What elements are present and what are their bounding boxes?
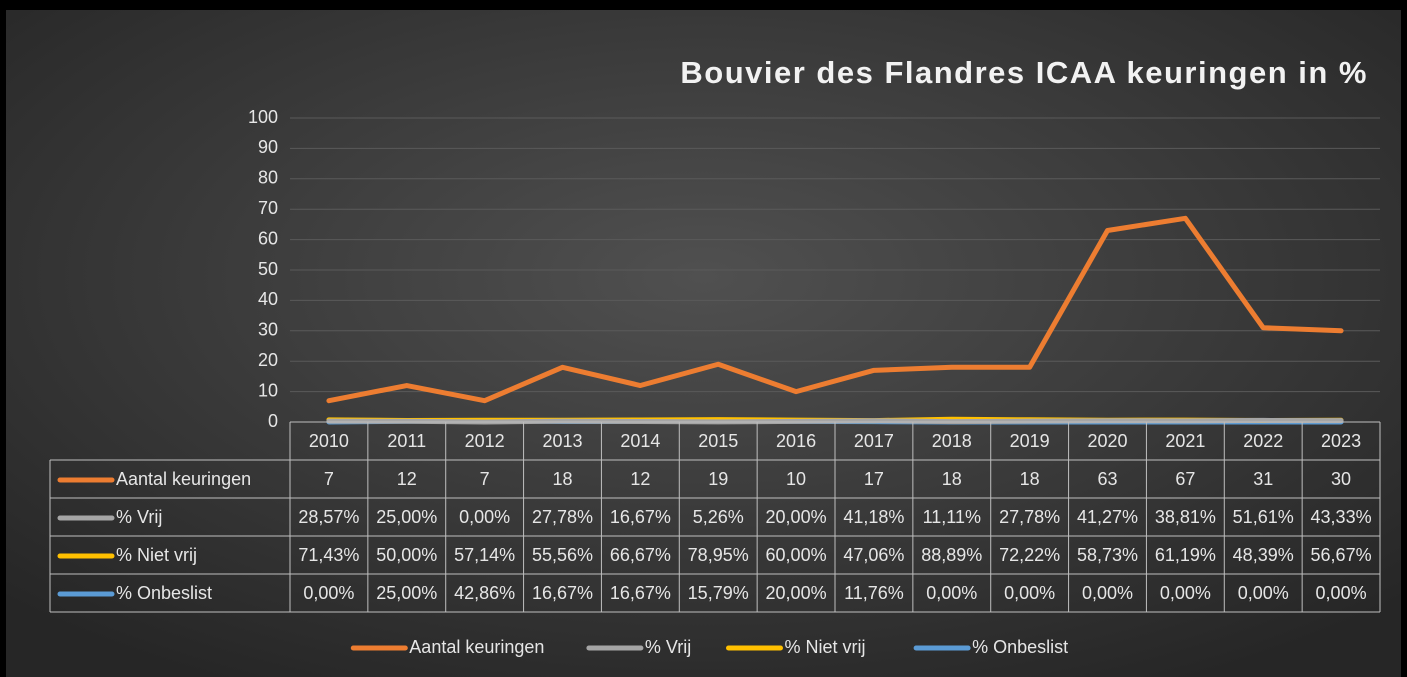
table-cell: 12: [397, 469, 417, 489]
table-cell: 57,14%: [454, 545, 515, 565]
table-cell: 30: [1331, 469, 1351, 489]
table-cell: 38,81%: [1155, 507, 1216, 527]
x-tick-label: 2021: [1165, 431, 1205, 451]
table-row-label: % Vrij: [116, 507, 162, 527]
table-row-label: Aantal keuringen: [116, 469, 251, 489]
table-cell: 0,00%: [1316, 583, 1367, 603]
y-tick-label: 50: [258, 259, 278, 279]
y-tick-label: 20: [258, 350, 278, 370]
x-tick-label: 2013: [542, 431, 582, 451]
table-cell: 0,00%: [1238, 583, 1289, 603]
table-cell: 15,79%: [688, 583, 749, 603]
y-tick-label: 100: [248, 107, 278, 127]
table-cell: 31: [1253, 469, 1273, 489]
y-tick-label: 80: [258, 168, 278, 188]
x-tick-label: 2017: [854, 431, 894, 451]
table-cell: 27,78%: [999, 507, 1060, 527]
x-tick-label: 2015: [698, 431, 738, 451]
y-tick-label: 70: [258, 198, 278, 218]
table-cell: 25,00%: [376, 583, 437, 603]
table-cell: 41,27%: [1077, 507, 1138, 527]
table-cell: 28,57%: [298, 507, 359, 527]
x-tick-label: 2023: [1321, 431, 1361, 451]
legend-label: % Onbeslist: [972, 637, 1068, 657]
legend-label: % Niet vrij: [785, 637, 866, 657]
series-line: [326, 215, 1344, 404]
table-cell: 78,95%: [688, 545, 749, 565]
table-cell: 63: [1097, 469, 1117, 489]
table-cell: 71,43%: [298, 545, 359, 565]
table-cell: 11,11%: [923, 507, 981, 527]
table-cell: 41,18%: [843, 507, 904, 527]
y-tick-label: 30: [258, 320, 278, 340]
table-cell: 0,00%: [459, 507, 510, 527]
table-cell: 0,00%: [926, 583, 977, 603]
table-cell: 56,67%: [1311, 545, 1372, 565]
table-cell: 60,00%: [766, 545, 827, 565]
table-cell: 27,78%: [532, 507, 593, 527]
chart-area: [6, 10, 1401, 677]
x-tick-label: 2011: [387, 431, 426, 451]
table-cell: 20,00%: [766, 507, 827, 527]
table-cell: 0,00%: [303, 583, 354, 603]
table-cell: 18: [942, 469, 962, 489]
table-cell: 51,61%: [1233, 507, 1294, 527]
x-tick-label: 2014: [620, 431, 660, 451]
chart-title: Bouvier des Flandres ICAA keuringen in %: [680, 55, 1368, 90]
table-cell: 25,00%: [376, 507, 437, 527]
table-cell: 67: [1175, 469, 1195, 489]
table-cell: 19: [708, 469, 728, 489]
table-cell: 17: [864, 469, 884, 489]
table-cell: 18: [1020, 469, 1040, 489]
x-tick-label: 2018: [932, 431, 972, 451]
table-cell: 11,76%: [844, 583, 904, 603]
x-tick-label: 2019: [1010, 431, 1050, 451]
table-row-label: % Niet vrij: [116, 545, 197, 565]
legend-label: Aantal keuringen: [409, 637, 544, 657]
y-tick-label: 40: [258, 289, 278, 309]
table-cell: 48,39%: [1233, 545, 1294, 565]
table-row-label: % Onbeslist: [116, 583, 212, 603]
table-cell: 12: [630, 469, 650, 489]
table-cell: 0,00%: [1082, 583, 1133, 603]
table-cell: 50,00%: [376, 545, 437, 565]
y-tick-label: 60: [258, 228, 278, 248]
table-cell: 0,00%: [1004, 583, 1055, 603]
table-cell: 0,00%: [1160, 583, 1211, 603]
table-cell: 18: [552, 469, 572, 489]
x-tick-label: 2022: [1243, 431, 1283, 451]
table-cell: 7: [324, 469, 334, 489]
table-cell: 16,67%: [610, 507, 671, 527]
table-cell: 88,89%: [921, 545, 982, 565]
table-cell: 66,67%: [610, 545, 671, 565]
table-cell: 72,22%: [999, 545, 1060, 565]
y-tick-label: 10: [258, 380, 278, 400]
table-cell: 43,33%: [1311, 507, 1372, 527]
x-tick-label: 2020: [1087, 431, 1127, 451]
table-cell: 7: [480, 469, 490, 489]
table-cell: 5,26%: [693, 507, 744, 527]
y-tick-label: 90: [258, 137, 278, 157]
x-tick-label: 2016: [776, 431, 816, 451]
table-cell: 10: [786, 469, 806, 489]
table-cell: 20,00%: [766, 583, 827, 603]
table-cell: 42,86%: [454, 583, 515, 603]
table-cell: 47,06%: [843, 545, 904, 565]
table-cell: 16,67%: [532, 583, 593, 603]
table-cell: 61,19%: [1155, 545, 1216, 565]
y-tick-label: 0: [268, 411, 278, 431]
table-cell: 55,56%: [532, 545, 593, 565]
x-tick-label: 2010: [309, 431, 349, 451]
legend-label: % Vrij: [645, 637, 691, 657]
table-cell: 58,73%: [1077, 545, 1138, 565]
table-cell: 16,67%: [610, 583, 671, 603]
x-tick-label: 2012: [465, 431, 505, 451]
